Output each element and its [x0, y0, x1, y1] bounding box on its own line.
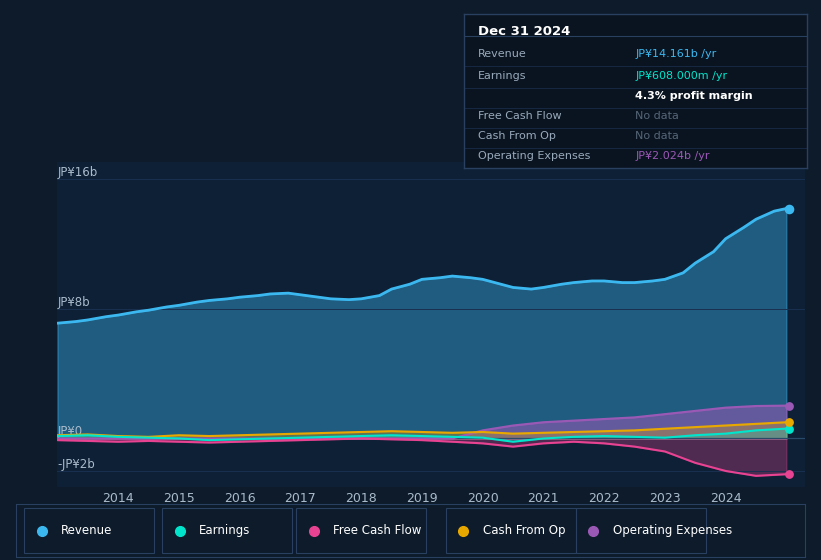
Point	[783, 401, 796, 410]
Text: Free Cash Flow: Free Cash Flow	[478, 111, 562, 120]
Point	[783, 470, 796, 479]
Text: Dec 31 2024: Dec 31 2024	[478, 25, 570, 38]
Text: 4.3% profit margin: 4.3% profit margin	[635, 91, 753, 101]
Text: JP¥16b: JP¥16b	[57, 166, 98, 179]
Point	[783, 204, 796, 213]
Text: No data: No data	[635, 111, 679, 120]
Text: Earnings: Earnings	[200, 524, 250, 537]
Text: JP¥14.161b /yr: JP¥14.161b /yr	[635, 49, 717, 59]
Text: Free Cash Flow: Free Cash Flow	[333, 524, 422, 537]
Text: JP¥608.000m /yr: JP¥608.000m /yr	[635, 71, 727, 81]
Text: Cash From Op: Cash From Op	[483, 524, 566, 537]
Text: Operating Expenses: Operating Expenses	[613, 524, 732, 537]
Text: JP¥2.024b /yr: JP¥2.024b /yr	[635, 151, 710, 161]
Text: Cash From Op: Cash From Op	[478, 130, 556, 141]
Text: No data: No data	[635, 130, 679, 141]
Text: -JP¥2b: -JP¥2b	[57, 458, 95, 471]
Text: Operating Expenses: Operating Expenses	[478, 151, 590, 161]
Text: JP¥8b: JP¥8b	[57, 296, 90, 309]
Point	[783, 418, 796, 427]
Point	[783, 424, 796, 433]
Text: Earnings: Earnings	[478, 71, 526, 81]
Text: JP¥0: JP¥0	[57, 426, 83, 438]
Text: Revenue: Revenue	[478, 49, 526, 59]
Text: Revenue: Revenue	[62, 524, 112, 537]
